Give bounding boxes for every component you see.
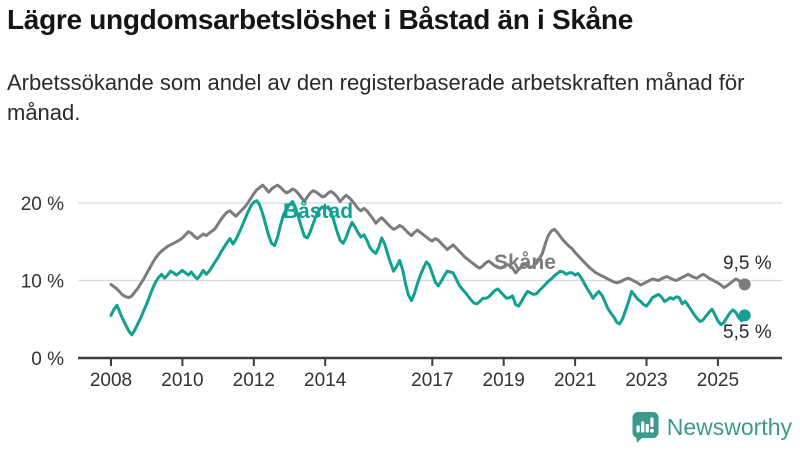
x-axis-tick-label: 2017 bbox=[411, 370, 453, 391]
end-value-bastad: 5,5 % bbox=[723, 322, 772, 343]
series-line-bstad bbox=[109, 199, 747, 337]
y-axis-tick-label: 20 % bbox=[21, 194, 64, 215]
series-end-dot-bstad bbox=[738, 309, 751, 322]
chart-subtitle: Arbetssökande som andel av den registerb… bbox=[7, 70, 745, 125]
newsworthy-bubble-icon bbox=[632, 412, 659, 443]
x-axis-tick-label: 2023 bbox=[625, 370, 667, 391]
chart-title: Lägre ungdomsarbetslöshet i Båstad än i … bbox=[7, 4, 634, 35]
x-axis-tick-label: 2014 bbox=[304, 370, 347, 391]
series-line-skne bbox=[109, 183, 747, 300]
x-axis-tick-label: 2019 bbox=[483, 370, 525, 391]
end-value-skane: 9,5 % bbox=[723, 253, 772, 274]
x-axis-tick-label: 2021 bbox=[554, 370, 596, 391]
x-axis-tick-label: 2010 bbox=[161, 370, 203, 391]
y-axis-tick-label: 10 % bbox=[21, 272, 64, 293]
newsworthy-logo: Newsworthy bbox=[632, 412, 792, 443]
series-label-skane: Skåne bbox=[494, 251, 556, 274]
newsworthy-wordmark: Newsworthy bbox=[666, 414, 792, 440]
x-axis-tick-label: 2012 bbox=[233, 370, 275, 391]
series-label-bastad: Båstad bbox=[283, 200, 354, 223]
series-end-dot-skne bbox=[738, 278, 751, 291]
x-axis-tick-label: 2008 bbox=[90, 370, 132, 391]
x-axis-tick-label: 2025 bbox=[697, 370, 739, 391]
y-axis-tick-label: 0 % bbox=[31, 349, 64, 370]
